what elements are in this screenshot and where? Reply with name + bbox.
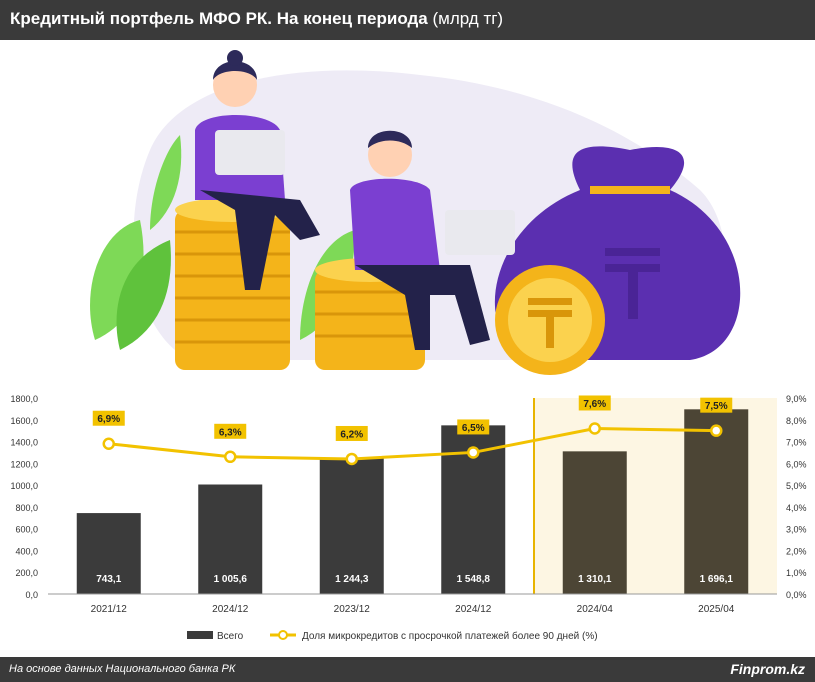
percent-point — [588, 422, 601, 435]
chart-title-text: Кредитный портфель МФО РК. На конец пери… — [10, 9, 428, 28]
y-tick-left: 1400,0 — [10, 438, 38, 448]
source-note: На основе данных Национального банка РК — [9, 663, 236, 675]
footer-bar: На основе данных Национального банка РК … — [0, 657, 815, 682]
y-tick-right: 5,0% — [786, 481, 807, 491]
bar — [684, 409, 749, 594]
bar — [319, 458, 384, 594]
x-tick-label: 2021/12 — [91, 604, 128, 615]
y-tick-left: 0,0 — [25, 590, 38, 600]
bar-value-label: 1 310,1 — [578, 574, 612, 585]
y-axis-left: 0,0 200,0 400,0 600,0 800,0 1000,0 1200,0 1400,… — [10, 394, 38, 600]
percent-series-points: 6,9% 6,3% 6,2% 6,5% 7,6% 7,5% — [92, 395, 733, 466]
percent-value-label: 6,3% — [219, 427, 242, 438]
percent-series-line — [108, 426, 717, 461]
percent-value-label: 7,6% — [583, 399, 606, 410]
y-tick-right: 8,0% — [786, 416, 807, 426]
header-bar: Кредитный портфель МФО РК. На конец пери… — [0, 0, 815, 40]
x-tick-label: 2025/04 — [698, 604, 735, 615]
y-tick-right: 2,0% — [786, 546, 807, 556]
percent-point — [224, 450, 237, 464]
bar-value-label: 1 696,1 — [700, 574, 734, 585]
bar — [198, 484, 263, 594]
y-tick-left: 1800,0 — [10, 394, 38, 404]
bar-value-label: 1 548,8 — [457, 574, 491, 585]
chart-unit: (млрд тг) — [432, 9, 504, 28]
y-tick-right: 6,0% — [786, 459, 807, 469]
bar-value-label: 743,1 — [96, 574, 121, 585]
percent-point — [102, 437, 115, 450]
x-tick-label: 2024/12 — [212, 604, 249, 615]
percent-label-bg — [700, 397, 733, 413]
legend-label-bar: Всего — [217, 631, 244, 642]
woman-with-laptop-icon — [195, 50, 320, 290]
y-tick-left: 200,0 — [15, 568, 38, 578]
y-tick-left: 600,0 — [15, 525, 38, 535]
percent-label-bg — [457, 419, 490, 435]
legend-swatch-bar — [187, 631, 213, 639]
x-axis: 2021/12 2024/12 2023/12 2024/12 2024/04 2025/… — [48, 593, 777, 615]
brand-logo-text: Finprom.kz — [730, 661, 805, 677]
legend-swatch-point — [278, 630, 288, 640]
bar-value-label: 1 005,6 — [214, 574, 248, 585]
percent-value-label: 6,2% — [340, 429, 363, 440]
y-tick-left: 400,0 — [15, 546, 38, 556]
chart-area: 0,0 200,0 400,0 600,0 800,0 1000,0 1200,0 1400,… — [10, 394, 807, 642]
y-tick-right: 1,0% — [786, 568, 807, 578]
percent-value-label: 6,9% — [97, 414, 120, 425]
percent-label-bg — [92, 410, 125, 426]
bar-value-label: 1 244,3 — [335, 574, 369, 585]
chart-title: Кредитный портфель МФО РК. На конец пери… — [10, 9, 503, 29]
percent-value-label: 6,5% — [462, 423, 485, 434]
y-tick-left: 1600,0 — [10, 416, 38, 426]
bar-series: 743,1 1 005,6 1 244,3 1 548,8 1 310,1 1 696,1 — [76, 409, 749, 594]
y-tick-right: 0,0% — [786, 590, 807, 600]
bar — [562, 451, 627, 594]
x-tick-label: 2024/12 — [455, 604, 492, 615]
decorative-illustration — [90, 50, 741, 375]
percent-point — [467, 446, 480, 459]
y-tick-right: 9,0% — [786, 394, 807, 404]
y-tick-left: 1200,0 — [10, 459, 38, 469]
legend-label-line: Доля микрокредитов с просрочкой платежей… — [302, 630, 598, 642]
bar — [76, 513, 141, 594]
y-tick-right: 4,0% — [786, 503, 807, 513]
x-tick-label: 2024/04 — [577, 604, 614, 615]
tenge-coin-icon — [495, 265, 605, 375]
y-axis-right: 0,0% 1,0% 2,0% 3,0% 4,0% 5,0% 6,0% 7,0% 8,0% 9,0% — [786, 394, 807, 600]
percent-label-bg — [578, 395, 611, 411]
y-tick-left: 800,0 — [15, 503, 38, 513]
legend: Всего Доля микрокредитов с просрочкой пл… — [187, 630, 598, 642]
y-tick-left: 1000,0 — [10, 481, 38, 491]
percent-value-label: 7,5% — [705, 401, 728, 412]
percent-point — [345, 452, 358, 466]
y-tick-right: 7,0% — [786, 438, 807, 448]
percent-point — [710, 424, 723, 437]
percent-label-bg — [214, 423, 247, 439]
y-tick-right: 3,0% — [786, 525, 807, 535]
percent-label-bg — [335, 425, 368, 441]
x-tick-label: 2023/12 — [334, 604, 371, 615]
man-with-laptop-icon — [350, 130, 515, 350]
